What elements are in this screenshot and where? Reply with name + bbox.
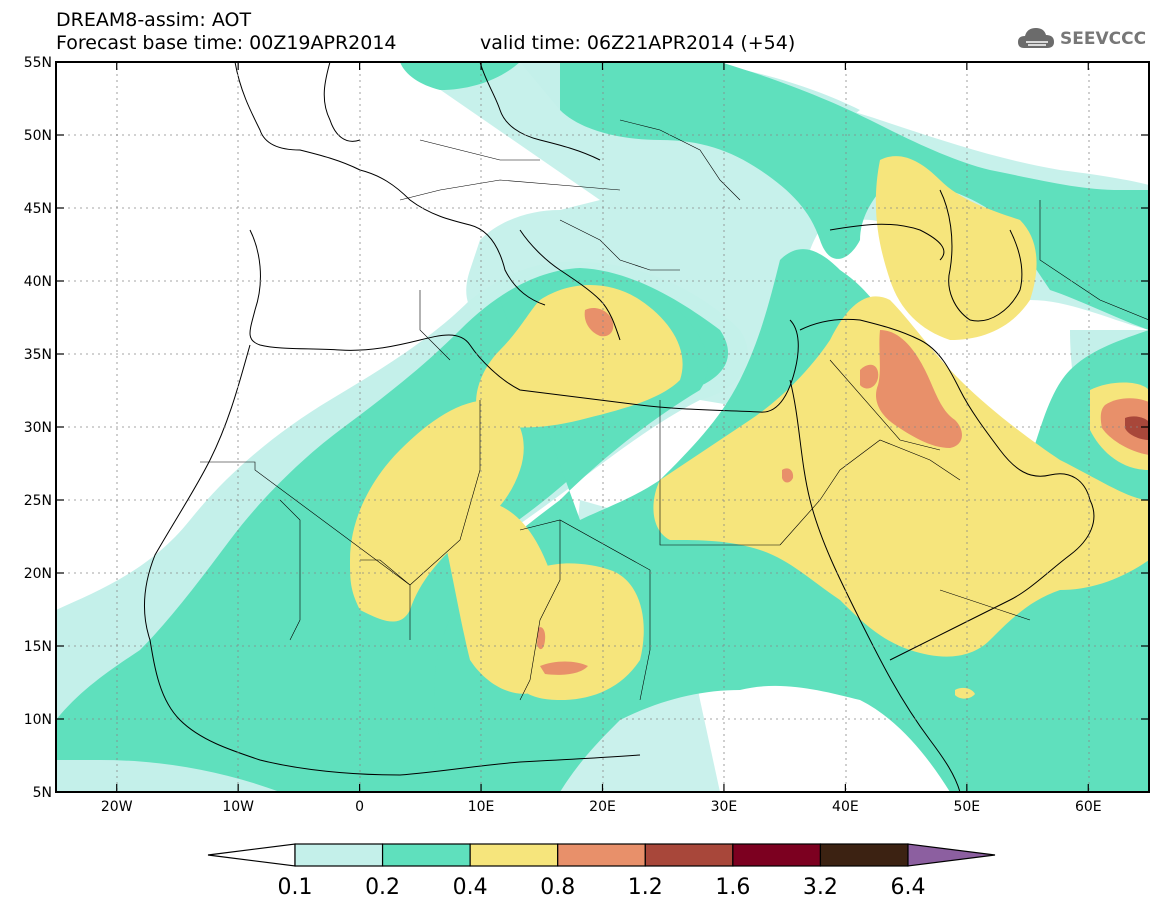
lat-label: 30N [24, 420, 52, 436]
lon-label: 60E [1075, 799, 1102, 815]
lon-label: 40E [832, 799, 859, 815]
latitude-labels: 55N 50N 45N 40N 35N 30N 25N 20N 15N 10N 5N [24, 55, 52, 801]
lat-label: 55N [24, 55, 52, 71]
colorbar-label: 3.2 [803, 875, 838, 900]
aot-field [56, 62, 1149, 792]
axis-ticks [56, 61, 1149, 793]
colorbar-segment [557, 843, 646, 867]
colorbar-segment [819, 843, 909, 867]
lon-label: 30E [711, 799, 738, 815]
title-base-time: Forecast base time: 00Z19APR2014 [56, 32, 397, 54]
lat-label: 25N [24, 493, 52, 509]
colorbar-min-arrow [207, 843, 296, 867]
lat-label: 50N [24, 128, 52, 144]
lon-label: 50E [953, 799, 980, 815]
lon-label: 20W [101, 799, 133, 815]
colorbar [207, 843, 996, 867]
colorbar-label: 0.2 [365, 875, 400, 900]
colorbar-segment [381, 843, 471, 867]
lat-label: 5N [33, 785, 52, 801]
lat-label: 45N [24, 201, 52, 217]
colorbar-label: 0.8 [540, 875, 575, 900]
lon-label: 10E [468, 799, 495, 815]
lat-label: 15N [24, 639, 52, 655]
gridlines [56, 62, 1149, 792]
colorbar-label: 1.2 [628, 875, 663, 900]
cloud-logo-icon [1018, 28, 1054, 48]
lat-label: 40N [24, 274, 52, 290]
coastlines [144, 62, 1095, 792]
lon-label: 20E [589, 799, 616, 815]
colorbar-max-arrow [907, 843, 996, 867]
lat-label: 20N [24, 566, 52, 582]
colorbar-segment [294, 843, 384, 867]
longitude-labels: 20W 10W 0 10E 20E 30E 40E 50E 60E [101, 799, 1102, 815]
lon-label: 10W [222, 799, 254, 815]
colorbar-segment [732, 843, 822, 867]
colorbar-labels: 0.1 0.2 0.4 0.8 1.2 1.6 3.2 6.4 [278, 875, 926, 900]
colorbar-segment [469, 843, 559, 867]
valid-time: valid time: 06Z21APR2014 (+54) [480, 32, 796, 54]
aot-band-1-2 [1125, 416, 1149, 440]
country-borders [200, 119, 1149, 701]
colorbar-segment [644, 843, 734, 867]
colorbar-label: 1.6 [715, 875, 750, 900]
lon-label: 0 [355, 799, 364, 815]
colorbar-label: 0.1 [278, 875, 313, 900]
title-line1: DREAM8-assim: AOT [56, 9, 252, 31]
logo-text: SEEVCCC [1060, 29, 1147, 49]
lat-label: 35N [24, 347, 52, 363]
colorbar-label: 6.4 [891, 875, 926, 900]
lat-label: 10N [24, 712, 52, 728]
colorbar-label: 0.4 [453, 875, 488, 900]
